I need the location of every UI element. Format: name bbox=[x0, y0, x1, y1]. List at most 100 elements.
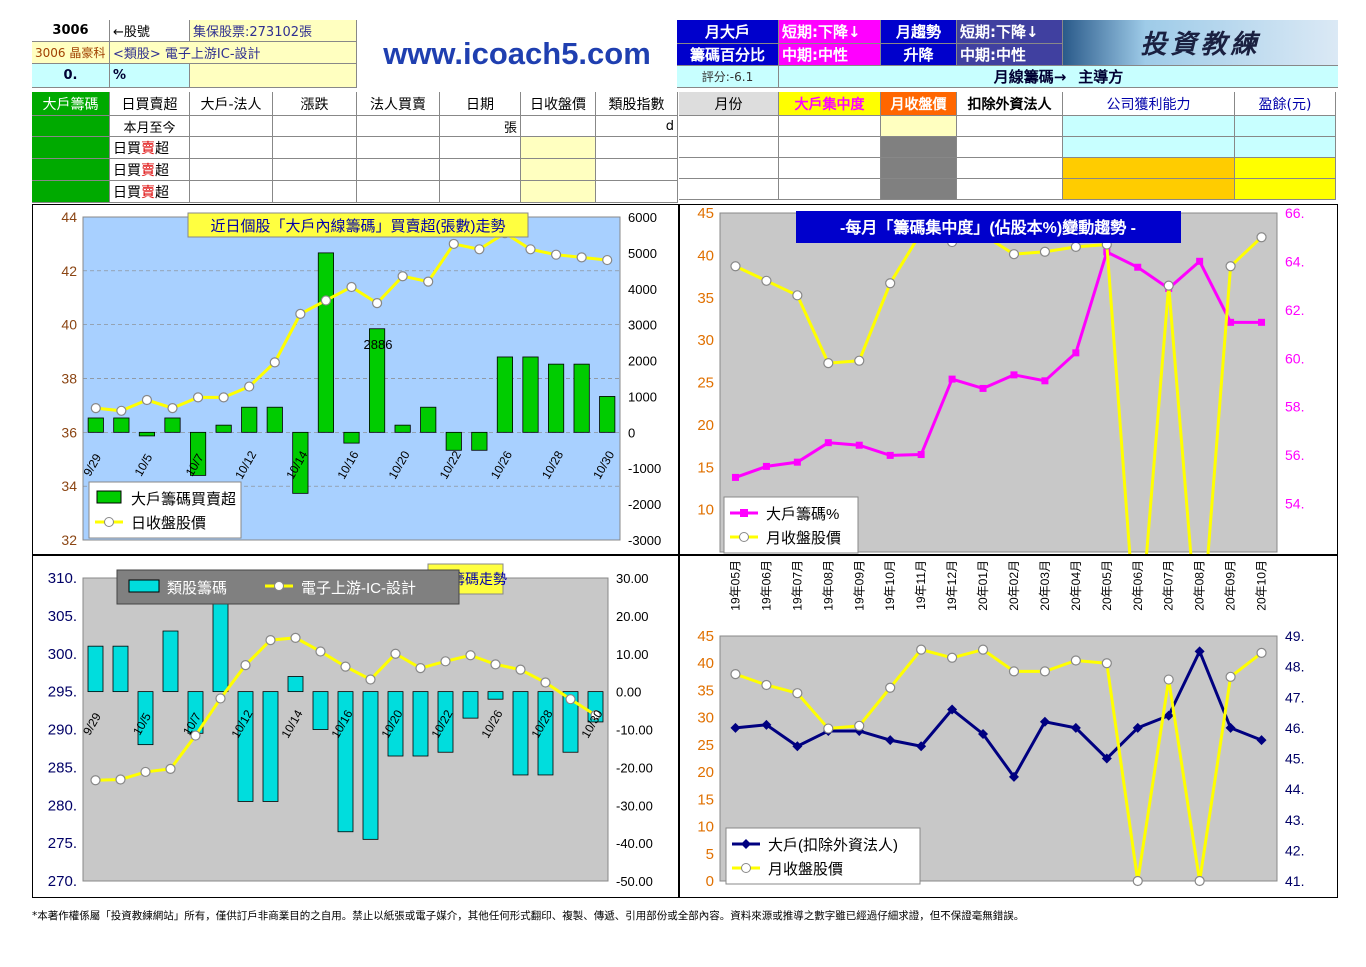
y-left-tick: 40 bbox=[697, 655, 714, 672]
y-right-tick: 5000 bbox=[628, 246, 657, 261]
buy-sell-part: 超 bbox=[155, 162, 169, 179]
point-10/27 bbox=[525, 244, 536, 255]
y-left-tick: 300. bbox=[48, 646, 77, 663]
sector-index-cell bbox=[596, 159, 678, 181]
y-left-tick: 45 bbox=[697, 205, 714, 222]
left-row0-4 bbox=[357, 116, 440, 137]
legend-box bbox=[725, 827, 921, 885]
close-price-cell bbox=[521, 181, 596, 203]
big-holder-title: 月大戶 bbox=[677, 20, 779, 44]
eps-cell bbox=[1235, 179, 1336, 200]
month-cell bbox=[679, 116, 779, 137]
point-10/26 bbox=[490, 659, 501, 670]
y-right-tick: -2000 bbox=[628, 497, 661, 512]
x-tick-label: 20年01月 bbox=[976, 560, 990, 611]
chart-sector-daily-svg: 270. 275. 280. 285. 290. 295. 300. 305. 310. -50.… bbox=[48, 563, 653, 890]
blank-cell bbox=[190, 64, 357, 88]
point-19年09月 bbox=[855, 441, 863, 449]
point-10/22 bbox=[448, 238, 459, 250]
chart-title-box bbox=[187, 212, 529, 238]
point-10/7 bbox=[190, 730, 201, 741]
month-cell bbox=[679, 137, 779, 158]
point-10/29 bbox=[576, 252, 587, 263]
point-19年07月 bbox=[793, 458, 801, 466]
legend-label: 類股籌碼 bbox=[167, 580, 227, 597]
chart-title: -每月「籌碼集中度」(佔股本%)變動趨勢 - bbox=[840, 218, 1136, 237]
point-10/23 bbox=[465, 650, 476, 661]
x-tick-label: 20年06月 bbox=[1131, 560, 1145, 611]
y-left-tick: 30 bbox=[697, 710, 714, 727]
bar-10/30 bbox=[599, 396, 616, 433]
point-20年02月 bbox=[1008, 249, 1020, 260]
y-right-tick: 1000 bbox=[628, 389, 657, 404]
y-right-tick: -40.00 bbox=[616, 836, 653, 851]
y-left-tick: 0 bbox=[706, 873, 714, 890]
ex-foreign-cell bbox=[957, 137, 1063, 158]
short-term-trend-2: 短期:下降↓ bbox=[957, 20, 1063, 44]
point-9/29 bbox=[90, 775, 101, 786]
bar-10/29 bbox=[573, 363, 590, 433]
legend-label: 月收盤股價 bbox=[766, 530, 841, 547]
point-10/15 bbox=[315, 646, 326, 657]
change-cell bbox=[273, 137, 357, 159]
bar-10/15 bbox=[317, 252, 334, 433]
point-20年08月 bbox=[1194, 646, 1205, 657]
point-10/6 bbox=[167, 403, 178, 414]
bar-10/26 bbox=[487, 691, 504, 700]
bar-10/29 bbox=[562, 691, 579, 753]
point-19年12月 bbox=[946, 652, 958, 663]
x-tick-label: 20年10月 bbox=[1255, 560, 1269, 611]
concentration-cell bbox=[779, 158, 881, 179]
y-left-tick: 44 bbox=[61, 209, 77, 225]
y-right-tick: 46. bbox=[1285, 720, 1304, 736]
point-10/7 bbox=[192, 392, 204, 403]
y-right-tick: 42. bbox=[1285, 842, 1304, 858]
site-link[interactable]: www.icoach5.com bbox=[383, 36, 651, 71]
point-10/20 bbox=[397, 271, 408, 282]
point-10/8 bbox=[215, 693, 226, 704]
stock-name: 3006 晶豪科 bbox=[32, 42, 110, 64]
y-left-tick: 40 bbox=[697, 247, 714, 264]
legend-marker bbox=[739, 532, 749, 542]
point-20年06月 bbox=[1132, 875, 1143, 887]
holder-minus-inst-cell bbox=[190, 181, 273, 203]
legend-label: 大戶(扣除外資法人) bbox=[768, 837, 898, 854]
y-left-tick: 15 bbox=[697, 459, 714, 476]
point-10/27 bbox=[515, 664, 526, 675]
y-left-tick: 35 bbox=[697, 290, 714, 307]
ex-foreign-cell bbox=[957, 158, 1063, 179]
left-header-4: 法人買賣 bbox=[357, 92, 440, 116]
y-left-tick: 280. bbox=[48, 797, 77, 814]
point-20年01月 bbox=[978, 729, 989, 739]
bar-10/8 bbox=[215, 424, 232, 433]
point-10/19 bbox=[371, 298, 383, 309]
point-10/29 bbox=[565, 694, 576, 705]
legend-label: 電子上游-IC-設計 bbox=[301, 580, 416, 597]
eps-cell bbox=[1235, 137, 1336, 158]
profit-label-cell bbox=[1063, 116, 1235, 137]
point-20年06月 bbox=[1134, 263, 1142, 271]
bar-10/5 bbox=[138, 431, 155, 437]
y-left-tick: 34 bbox=[61, 478, 77, 494]
y-right-tick: 6000 bbox=[628, 210, 657, 225]
point-10/21 bbox=[415, 663, 426, 674]
month-cell bbox=[679, 158, 779, 179]
point-19年10月 bbox=[885, 278, 896, 289]
y-right-tick: 44. bbox=[1285, 781, 1304, 797]
x-tick-label: 20年08月 bbox=[1193, 560, 1207, 611]
monthly-line-row: 月線籌碼→ 主導方 bbox=[779, 66, 1338, 88]
y-right-tick: -3000 bbox=[628, 533, 661, 548]
point-20年05月 bbox=[1101, 658, 1112, 669]
eps-cell bbox=[1235, 116, 1336, 137]
bar-9/29 bbox=[87, 417, 104, 433]
point-9/30 bbox=[116, 405, 127, 416]
y-right-tick: 20.00 bbox=[616, 609, 649, 624]
big-holder-cell bbox=[32, 159, 110, 181]
y-left-tick: 15 bbox=[697, 791, 714, 808]
main-force-label: 主導方 bbox=[1078, 68, 1124, 86]
buy-sell-cell: 日買賣超 bbox=[110, 137, 190, 159]
chart-title-box bbox=[796, 211, 1181, 243]
point-10/12 bbox=[240, 660, 251, 671]
month-close-cell bbox=[881, 158, 957, 179]
bar-10/8 bbox=[212, 600, 229, 693]
